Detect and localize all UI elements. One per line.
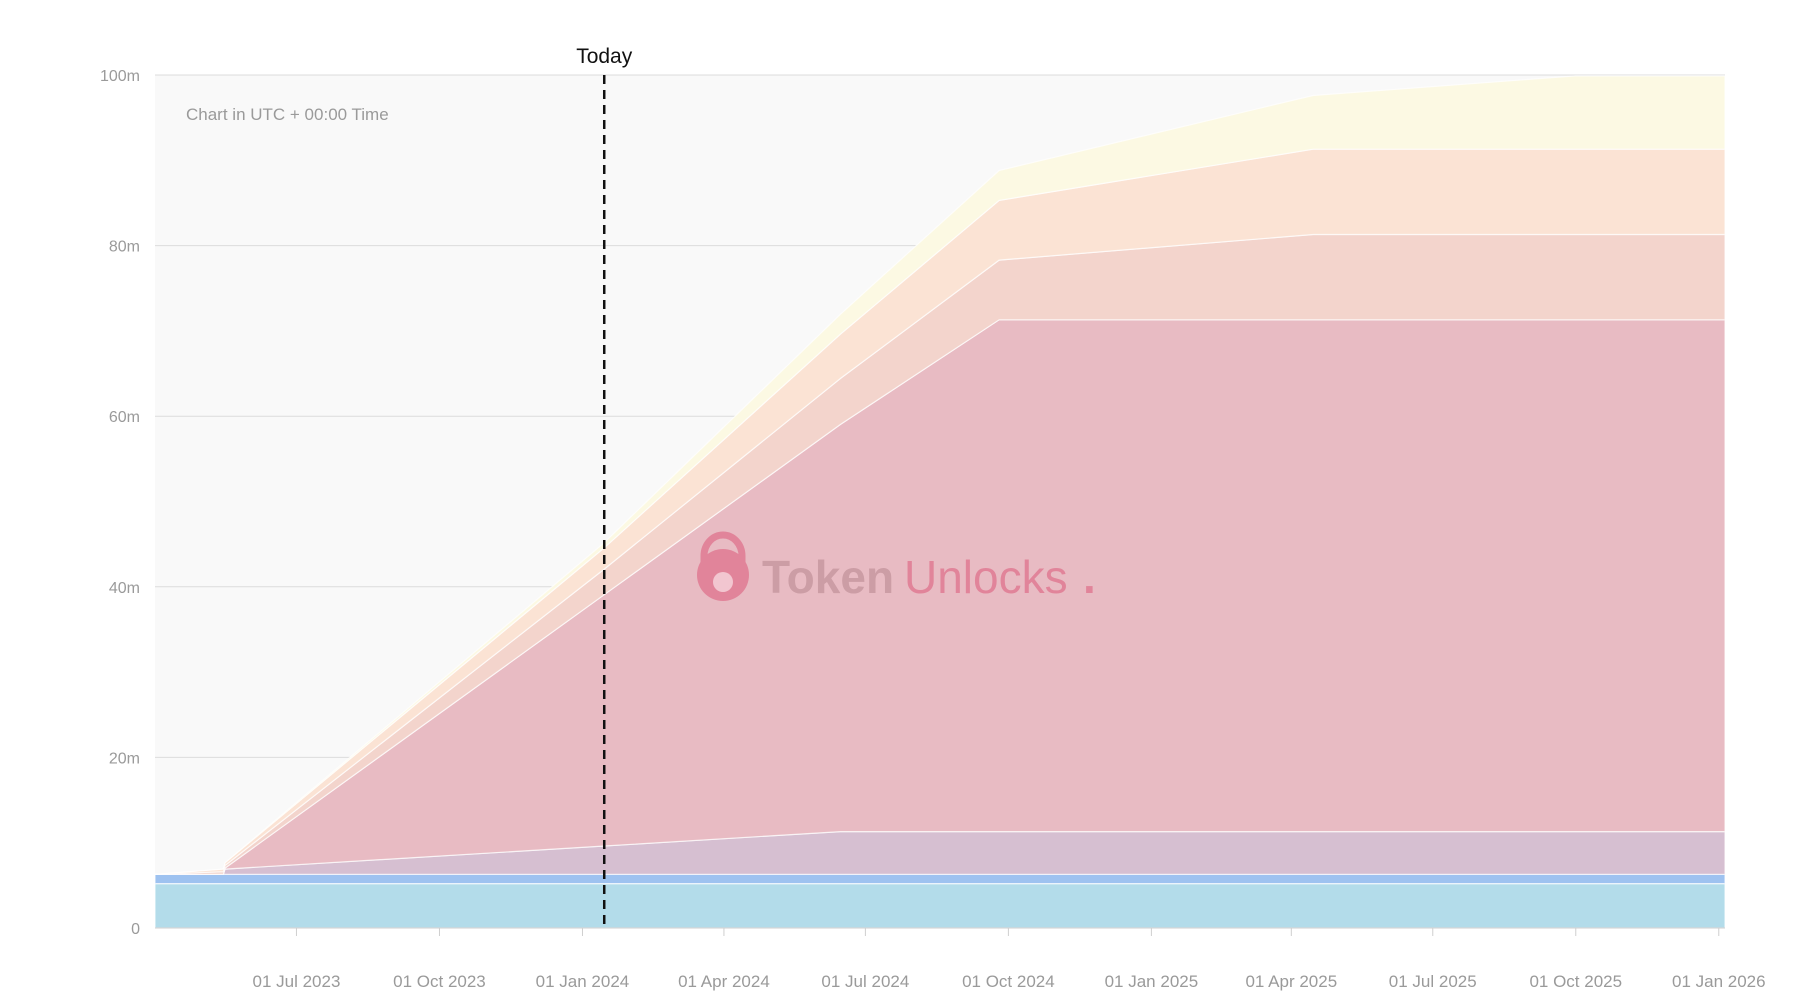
watermark-token-text: Token [762, 551, 894, 603]
today-marker-label: Today [576, 45, 633, 68]
y-tick-label: 0 [131, 921, 140, 938]
timezone-note: Chart in UTC + 00:00 Time [186, 105, 389, 124]
x-tick-label: 01 Apr 2024 [678, 972, 770, 991]
y-tick-label: 100m [100, 68, 140, 85]
lock-icon [697, 531, 749, 601]
x-tick-label: 01 Oct 2024 [962, 972, 1055, 991]
tokenunlocks-watermark: Token Unlocks . [697, 531, 1096, 603]
x-tick-label: 01 Oct 2023 [393, 972, 486, 991]
x-tick-label: 01 Oct 2025 [1529, 972, 1622, 991]
axes: 0 20m 40m 60m 80m 100m 01 Jul 2023 01 Oct 2023 0… [100, 68, 1766, 991]
watermark-unlocks-text: Unlocks [904, 551, 1068, 603]
x-tick-label: 01 Jul 2025 [1389, 972, 1477, 991]
area-series-6[interactable] [154, 75, 1726, 875]
area-series-1[interactable] [154, 873, 1726, 885]
y-tick-label: 80m [109, 239, 140, 256]
y-tick-label: 60m [109, 409, 140, 426]
watermark-dot: . [1083, 551, 1096, 603]
today-marker: Today [576, 45, 633, 928]
x-tick-label: 01 Jan 2026 [1672, 972, 1766, 991]
y-tick-label: 20m [109, 750, 140, 767]
area-series-0[interactable] [154, 883, 1726, 929]
y-tick-label: 40m [109, 580, 140, 597]
x-tick-label: 01 Apr 2025 [1245, 972, 1337, 991]
x-tick-label: 01 Jan 2024 [536, 972, 630, 991]
x-tick-label: 01 Jul 2024 [821, 972, 909, 991]
x-tick-label: 01 Jan 2025 [1105, 972, 1199, 991]
x-tick-label: 01 Jul 2023 [253, 972, 341, 991]
